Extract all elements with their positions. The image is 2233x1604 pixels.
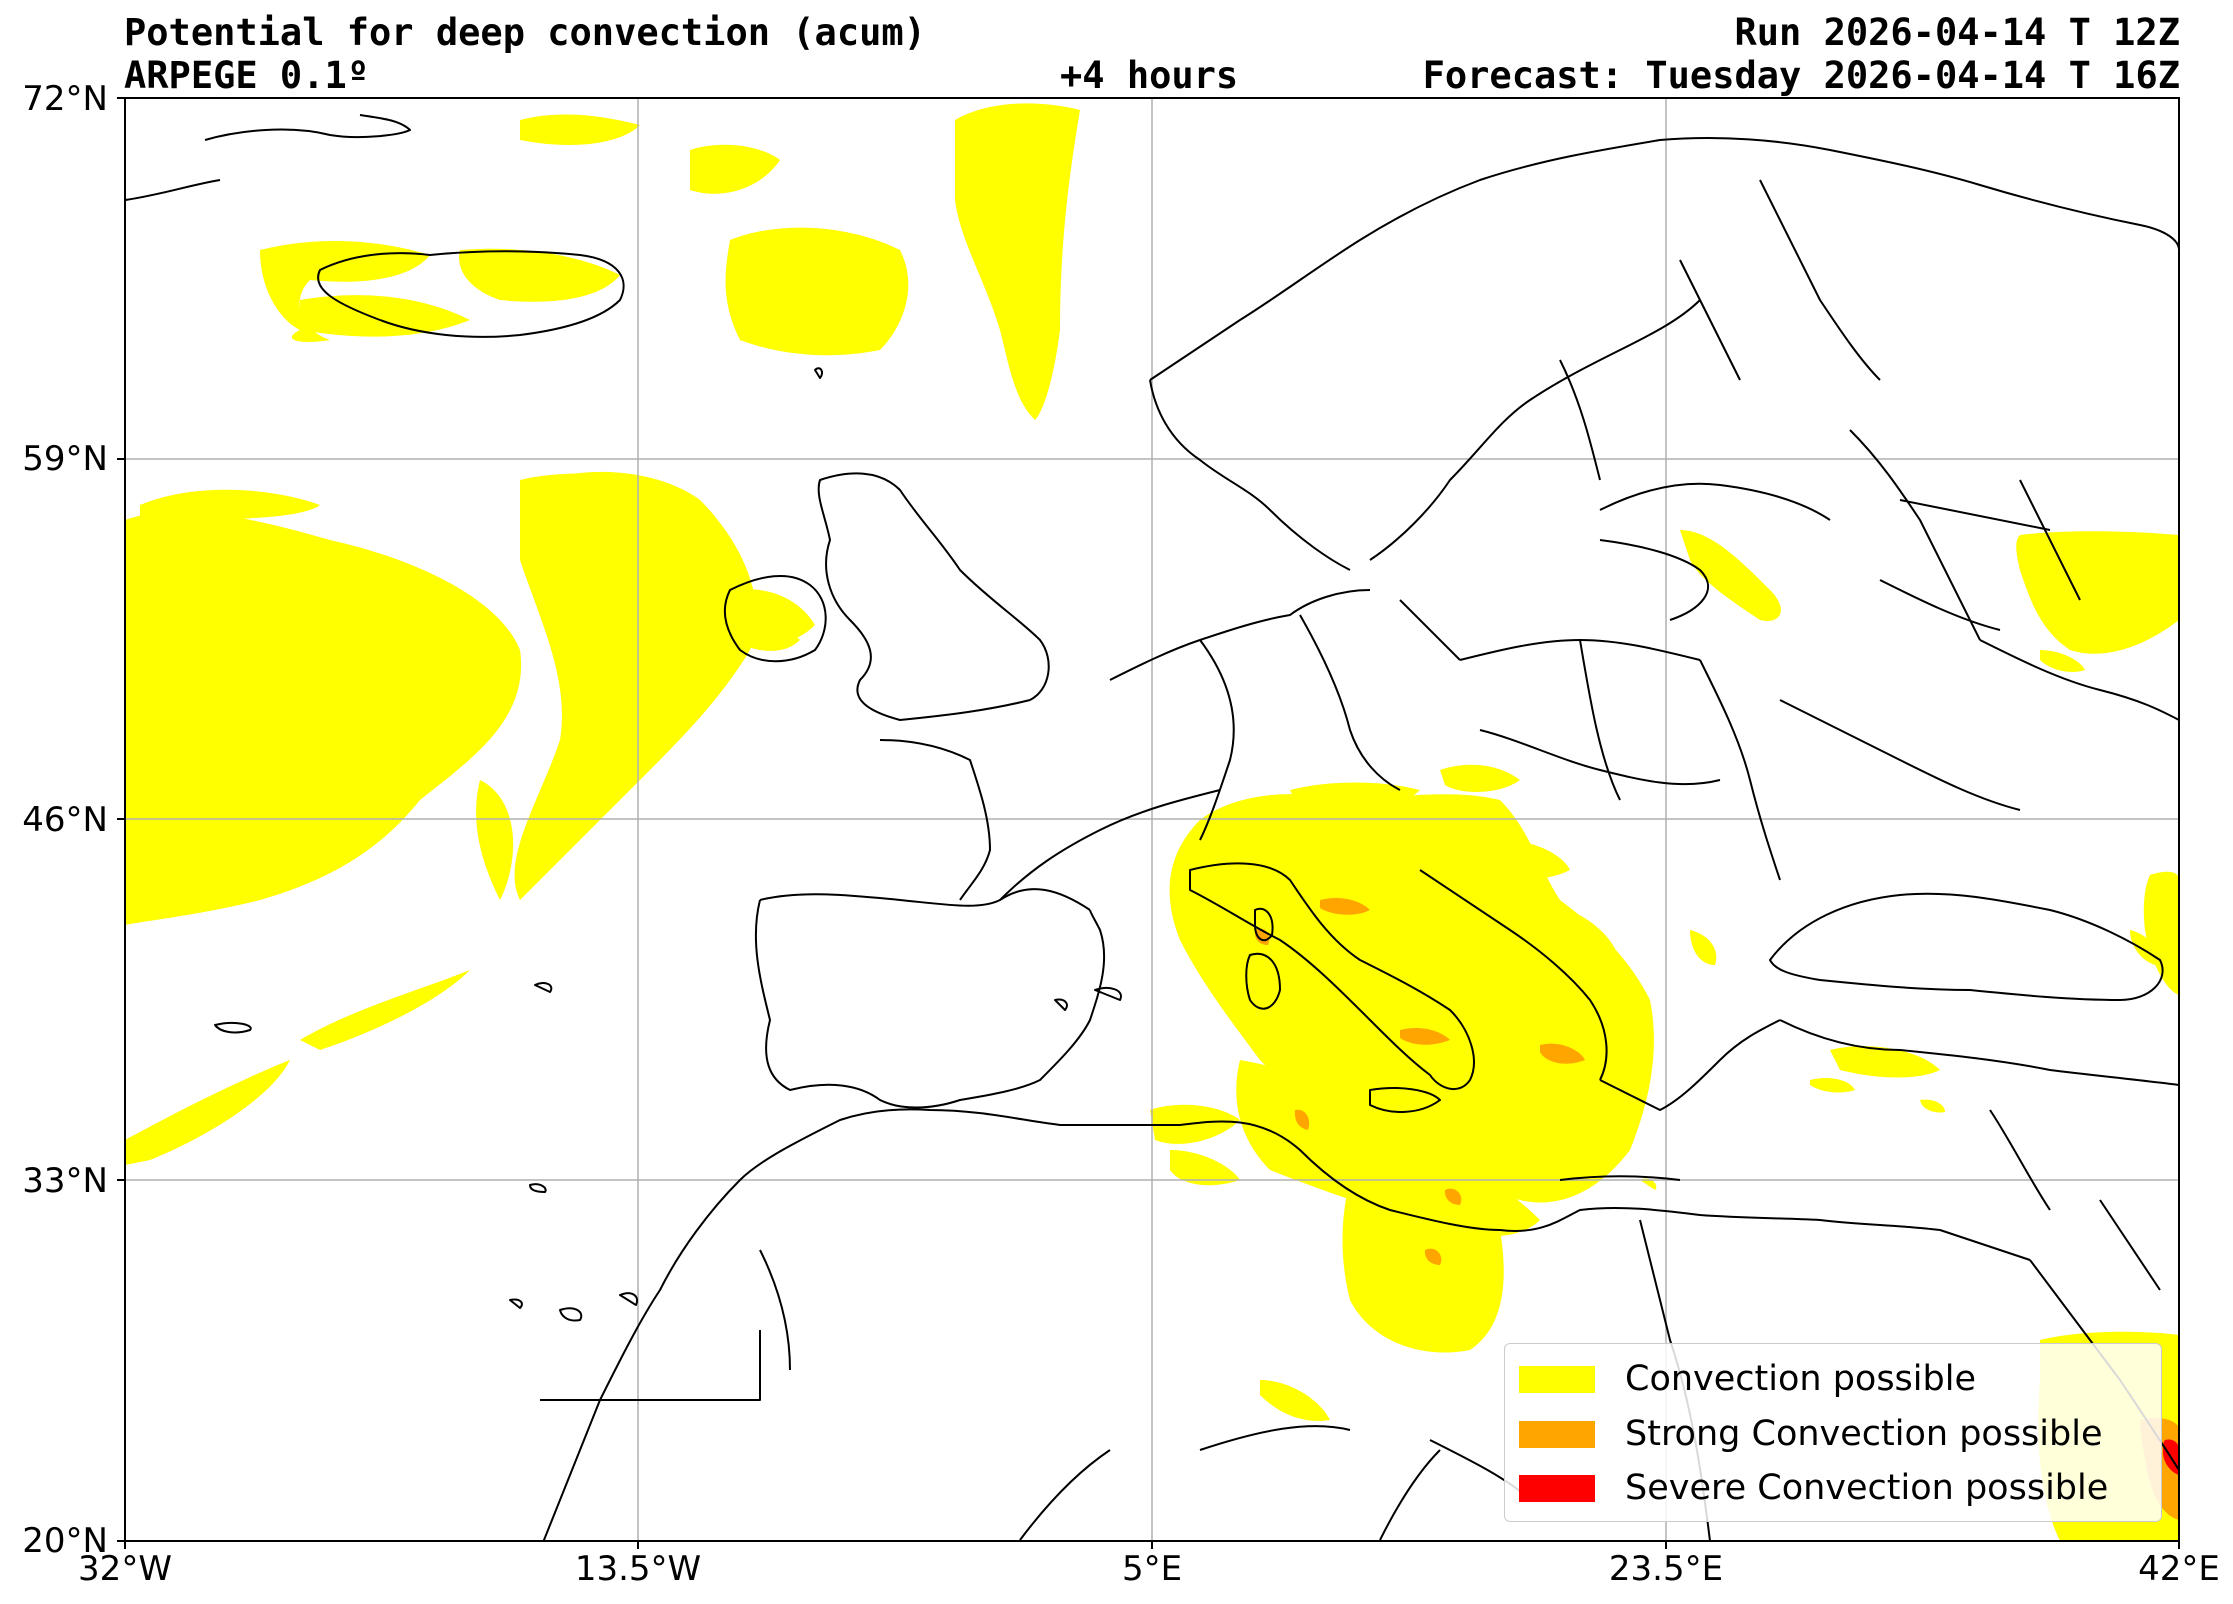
run-label: Run 2026-04-14 T 12Z — [1734, 11, 2180, 54]
legend-label: Severe Convection possible — [1625, 1468, 2109, 1508]
legend-swatch-orange — [1519, 1420, 1595, 1448]
lon-label-13-5w: 13.5°W — [574, 1549, 702, 1589]
lat-label-72: 72°N — [22, 79, 108, 119]
lat-label-46: 46°N — [22, 800, 108, 840]
map-title: Potential for deep convection (acum) — [124, 11, 926, 54]
model-label: ARPEGE 0.1º — [124, 54, 370, 97]
lon-label-42e: 42°E — [2138, 1549, 2220, 1589]
legend-label: Strong Convection possible — [1625, 1414, 2103, 1454]
legend-item-strong-convection: Strong Convection possible — [1519, 1414, 2103, 1454]
lat-label-33: 33°N — [22, 1161, 108, 1201]
axis-ticks — [117, 97, 2180, 1549]
legend: Convection possible Strong Convection po… — [1504, 1343, 2162, 1522]
legend-item-severe-convection: Severe Convection possible — [1519, 1468, 2108, 1508]
lon-label-5e: 5°E — [1121, 1549, 1183, 1589]
legend-item-convection-possible: Convection possible — [1519, 1359, 1976, 1399]
forecast-label: Forecast: Tuesday 2026-04-14 T 16Z — [1422, 54, 2180, 97]
lon-label-23-5e: 23.5°E — [1608, 1549, 1724, 1589]
lat-label-59: 59°N — [22, 439, 108, 479]
lead-time-label: +4 hours — [1060, 54, 1239, 97]
legend-swatch-red — [1519, 1474, 1595, 1502]
lat-label-20: 20°N — [22, 1521, 108, 1561]
coastlines — [125, 114, 2179, 1541]
convection-possible-areas — [125, 103, 2179, 1541]
legend-label: Convection possible — [1625, 1359, 1976, 1399]
lon-label-32w: 32°W — [78, 1549, 172, 1589]
legend-swatch-yellow — [1519, 1365, 1595, 1393]
